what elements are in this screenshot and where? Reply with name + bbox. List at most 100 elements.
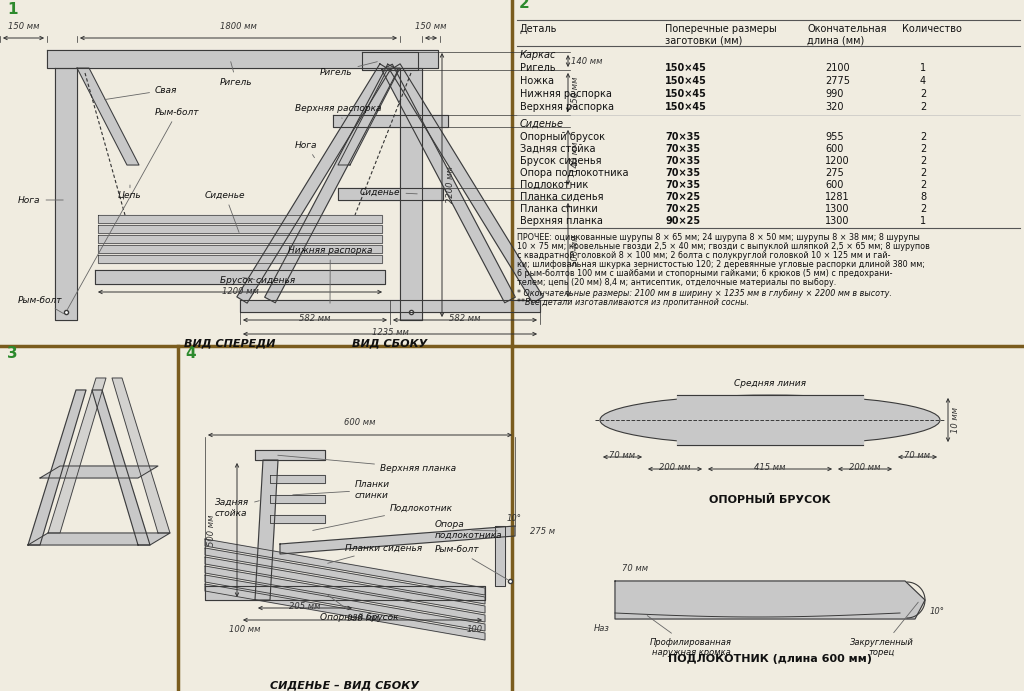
Text: 100 мм: 100 мм [229,625,261,634]
Text: 415 мм: 415 мм [755,463,785,472]
Polygon shape [270,515,325,523]
Text: СИДЕНЬЕ – ВИД СБОКУ: СИДЕНЬЕ – ВИД СБОКУ [270,680,420,690]
Text: Рым-болт: Рым-болт [18,296,63,314]
Polygon shape [270,495,325,503]
Text: 1200 мм: 1200 мм [221,287,258,296]
Text: Цепь: Цепь [118,185,141,200]
Polygon shape [255,450,325,460]
Polygon shape [338,68,400,165]
Text: Ригель: Ригель [520,63,555,73]
Polygon shape [92,390,150,545]
Text: Опора подлокотника: Опора подлокотника [520,168,629,178]
Text: Опорный брусок: Опорный брусок [319,595,398,623]
Text: Подлокотник: Подлокотник [520,180,588,190]
Polygon shape [255,460,278,600]
Text: 200 мм: 200 мм [659,463,691,472]
Polygon shape [333,115,449,127]
Text: 140 мм: 140 мм [571,142,580,173]
Text: Брусок сиденья: Брусок сиденья [220,276,295,285]
Text: 70 мм: 70 мм [904,451,931,460]
Ellipse shape [600,395,940,445]
Text: 70×25: 70×25 [665,192,700,202]
Text: Планки сиденья: Планки сиденья [328,544,422,563]
Text: 8: 8 [920,192,926,202]
Text: Количество: Количество [902,24,962,34]
Text: 100: 100 [467,625,483,634]
Text: Задняя стойка: Задняя стойка [520,144,596,154]
Text: Опорный брусок: Опорный брусок [520,132,605,142]
Text: ки; шлифовальная шкурка зернистостью 120; 2 деревянные угловые распорки длиной 3: ки; шлифовальная шкурка зернистостью 120… [517,260,925,269]
Text: 10°: 10° [930,607,945,616]
Polygon shape [98,255,382,263]
Text: 6 рым-болтов 100 мм с шайбами и стопорными гайками; 6 крюков (5 мм) с предохрани: 6 рым-болтов 100 мм с шайбами и стопорны… [517,269,893,278]
Text: 2: 2 [920,180,927,190]
Polygon shape [48,378,106,533]
Text: Профилированная
наружная кромка: Профилированная наружная кромка [647,616,732,657]
Text: Закругленный
торец: Закругленный торец [850,602,919,657]
Text: 2: 2 [920,132,927,142]
Polygon shape [390,64,543,303]
Text: Нога: Нога [18,196,63,205]
Polygon shape [237,64,390,303]
Text: 70×35: 70×35 [665,180,700,190]
Text: 150×45: 150×45 [665,102,707,112]
Text: 205 мм: 205 мм [289,602,321,611]
Polygon shape [205,586,485,600]
Polygon shape [55,68,77,320]
Polygon shape [495,526,505,586]
Text: с квадратной головкой 8 × 100 мм; 2 болта с полукруглой головкой 10 × 125 мм и г: с квадратной головкой 8 × 100 мм; 2 болт… [517,251,891,260]
Text: 2: 2 [920,168,927,178]
Text: 1300: 1300 [825,204,850,214]
Text: 2: 2 [920,204,927,214]
Polygon shape [400,68,422,320]
Text: 1: 1 [7,2,17,17]
Text: 955: 955 [825,132,844,142]
Text: Брусок сиденья: Брусок сиденья [520,156,601,166]
Polygon shape [205,539,485,595]
Text: 10 × 75 мм; кровельные гвозди 2,5 × 40 мм; гвозди с выпуклой шляпкой 2,5 × 65 мм: 10 × 75 мм; кровельные гвозди 2,5 × 40 м… [517,242,930,251]
Text: Верхняя распорка: Верхняя распорка [295,104,382,118]
Polygon shape [240,300,540,312]
Polygon shape [98,245,382,253]
Text: 70×35: 70×35 [665,168,700,178]
Polygon shape [270,475,325,483]
Text: 500 мм: 500 мм [571,234,580,266]
Text: 1800 мм: 1800 мм [220,22,257,31]
Text: 2: 2 [920,144,927,154]
Polygon shape [205,584,485,640]
Text: 1300: 1300 [825,216,850,226]
Polygon shape [264,64,398,303]
Polygon shape [28,390,86,545]
Text: 4: 4 [185,346,196,361]
Text: 600 мм: 600 мм [344,418,376,427]
Text: 150×45: 150×45 [665,63,707,73]
Text: Задняя
стойка: Задняя стойка [215,498,259,518]
Text: 2100: 2100 [825,63,850,73]
Text: 2: 2 [920,102,927,112]
Text: 275: 275 [825,168,844,178]
Text: 2200 мм: 2200 мм [446,167,455,203]
Text: 582 мм: 582 мм [450,314,480,323]
Polygon shape [98,225,382,233]
Text: ПОДЛОКОТНИК (длина 600 мм): ПОДЛОКОТНИК (длина 600 мм) [668,654,872,664]
Text: ПРОЧЕЕ: оцинкованные шурупы 8 × 65 мм; 24 шурупа 8 × 50 мм; шурупы 8 × 38 мм; 8 : ПРОЧЕЕ: оцинкованные шурупы 8 × 65 мм; 2… [517,233,920,242]
Text: телем; цепь (20 мм) 8,4 м; антисептик, отделочные материалы по выбору.: телем; цепь (20 мм) 8,4 м; антисептик, о… [517,278,837,287]
Text: 150 мм: 150 мм [571,77,580,108]
Text: Деталь: Деталь [520,24,557,34]
Text: ОПОРНЫЙ БРУСОК: ОПОРНЫЙ БРУСОК [710,495,830,505]
Text: 3: 3 [7,346,17,361]
Text: Рым-болт: Рым-болт [435,545,508,580]
Polygon shape [98,215,382,223]
Text: 150 мм: 150 мм [416,22,446,31]
Polygon shape [280,526,515,554]
Polygon shape [205,557,485,613]
Text: Подлокотник: Подлокотник [312,504,453,531]
Text: 70 мм: 70 мм [622,564,648,573]
Text: * Окончательные размеры: 2100 мм в ширину × 1235 мм в глубину × 2200 мм в высоту: * Окончательные размеры: 2100 мм в ширин… [517,289,892,298]
Text: Наз: Наз [594,624,610,633]
Text: 600: 600 [825,180,844,190]
Polygon shape [338,188,443,200]
Text: Каркас: Каркас [520,50,556,60]
Text: 500 мм: 500 мм [207,514,216,546]
Text: Ригель: Ригель [319,61,377,77]
